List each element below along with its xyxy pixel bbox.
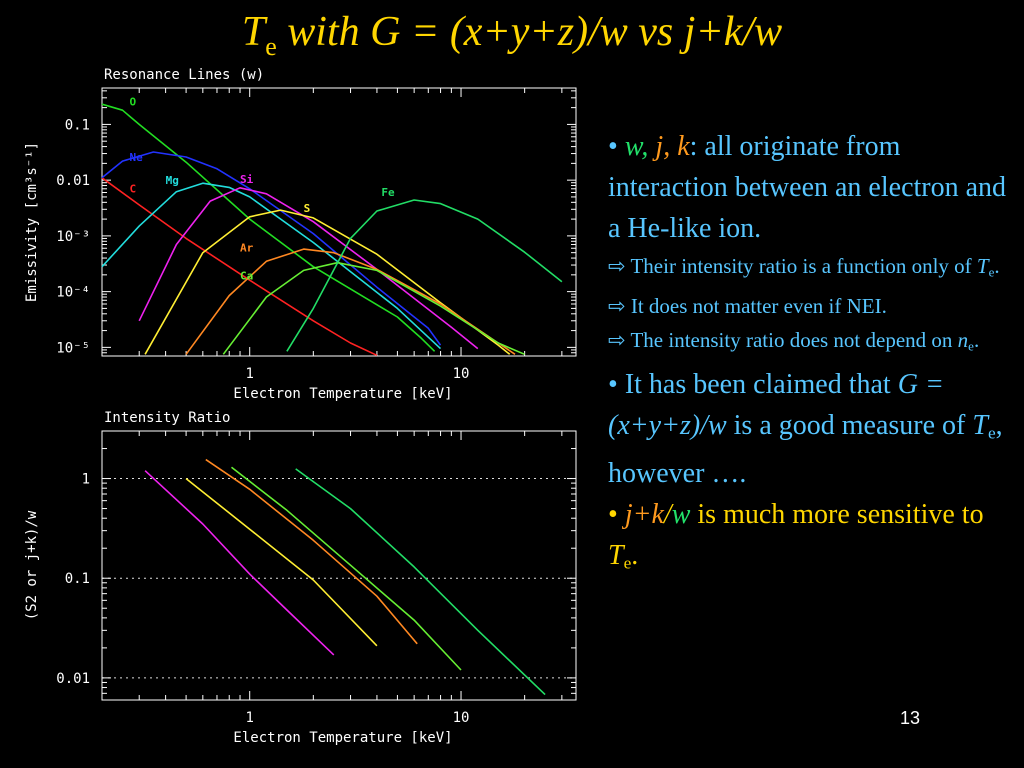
chart-title: Resonance Lines (w): [104, 67, 264, 83]
y-axis-label: (S2 or j+k)/w: [24, 510, 40, 620]
x-axis-label: Electron Temperature [keV]: [233, 730, 452, 746]
y-tick-label: 0.01: [56, 173, 90, 189]
series-line-2: [185, 477, 378, 647]
sub-bullet-1-end: .: [994, 254, 1000, 278]
y-tick-label: 0.1: [65, 571, 90, 587]
bullet-2: • It has been claimed that G = (x+y+z)/w…: [608, 364, 1008, 494]
bullet-3-slash: /: [663, 498, 672, 530]
series-label-ca: Ca: [240, 270, 253, 283]
x-tick-label: 1: [245, 710, 253, 726]
series-label-o: O: [130, 95, 137, 108]
series-line-fe: [286, 199, 563, 352]
bullet-dot: •: [608, 368, 625, 400]
series-line-c: [101, 177, 378, 357]
bullet-1-k: k: [670, 131, 690, 162]
chart-title: Intensity Ratio: [104, 410, 230, 426]
x-tick-label: 1: [245, 366, 253, 382]
series-label-s: S: [304, 202, 311, 215]
series-label-si: Si: [240, 173, 254, 186]
title-T: T: [241, 9, 266, 55]
y-axis-label: Emissivity [cm³s⁻¹]: [24, 142, 40, 302]
bullet-2-formula: = (x+y+z)/w: [608, 368, 944, 441]
title-rest: with G = (x+y+z)/w vs j+k/w: [276, 9, 783, 55]
bullet-2-end: , however ….: [608, 409, 1003, 489]
page-number: 13: [900, 708, 921, 728]
series-label-fe: Fe: [381, 186, 395, 199]
sub-bullet-3-end: .: [973, 328, 980, 353]
series-line-si: [138, 187, 479, 350]
sub-bullet-1: ⇨ Their intensity ratio is a function on…: [608, 249, 1008, 289]
y-tick-label: 0.1: [65, 117, 90, 133]
bullet-3-T: T: [608, 539, 624, 571]
sub-bullet-3-text: The intensity ratio does not depend on: [625, 328, 958, 353]
y-tick-label: 1: [82, 472, 90, 488]
charts-canvas: 1 10 0.1 0.01 10⁻³ 10⁻⁴ 10⁻⁵ Resonance Lines (w…: [24, 67, 577, 746]
series-label-ar: Ar: [240, 241, 254, 254]
y-tick-label: 10⁻⁵: [56, 340, 90, 356]
bullet-2-T: T: [972, 409, 988, 441]
series-line-mg: [101, 182, 442, 350]
series-label-ne: Ne: [130, 151, 144, 164]
bullet-1-j: j,: [648, 131, 671, 162]
series-line-o: [101, 103, 436, 352]
sub-bullet-3-n: n: [957, 328, 969, 353]
sub-bullet-1-T: T: [976, 254, 989, 278]
sub-bullet-1-text: Their intensity ratio is a function only…: [625, 254, 977, 278]
arrow-icon: ⇨: [608, 294, 626, 319]
bullet-3-jk: j+k: [624, 498, 664, 530]
series-line-5: [295, 468, 546, 696]
bullet-3-end: .: [631, 539, 639, 571]
sub-bullet-3: ⇨ The intensity ratio does not depend on…: [608, 323, 1008, 363]
title-subscript: e: [265, 32, 277, 61]
bullet-list: • w, j, k: all originate from interactio…: [608, 126, 1008, 583]
bullet-dot: •: [608, 498, 625, 530]
bullet-1-text: : all originate from interaction between…: [608, 131, 1007, 244]
x-tick-label: 10: [453, 366, 470, 382]
sub-bullet-3-sub: e: [968, 338, 974, 354]
y-tick-label: 10⁻³: [56, 229, 90, 245]
series-line-3: [205, 458, 418, 645]
plot-frame: [101, 87, 577, 357]
sub-bullet-2-text: It does not matter even if NEI.: [625, 294, 887, 319]
plot-frame: [101, 430, 577, 701]
bullet-2-text: It has been claimed that: [624, 368, 898, 400]
bullet-3-sub: e: [623, 553, 632, 573]
arrow-icon: ⇨: [608, 328, 626, 353]
sub-bullet-1-sub: e: [988, 264, 995, 280]
x-axis-label: Electron Temperature [keV]: [233, 386, 452, 402]
series-line-ne: [101, 151, 442, 346]
bullet-2-G: G: [897, 368, 918, 400]
y-tick-label: 0.01: [56, 671, 90, 687]
series-line-ca: [222, 261, 525, 356]
chart-2: 1 10 1 0.1 0.01 Intensity Ratio Electron Tempe…: [24, 410, 577, 746]
series-line-1: [144, 470, 335, 656]
sub-bullet-2: ⇨ It does not matter even if NEI.: [608, 289, 1008, 323]
series-label-c: C: [130, 183, 137, 196]
bullet-3-text: is much more sensitive to: [690, 498, 984, 530]
series-label-mg: Mg: [166, 174, 179, 187]
arrow-icon: ⇨: [608, 254, 626, 278]
bullet-3-w: w: [671, 498, 691, 530]
bullet-1: • w, j, k: all originate from interactio…: [608, 126, 1008, 249]
bullet-1-w: w,: [624, 131, 649, 162]
bullet-2-sub: e: [987, 422, 996, 442]
y-tick-label: 10⁻⁴: [56, 285, 90, 301]
bullet-3: • j+k/w is much more sensitive to Te.: [608, 494, 1008, 583]
x-tick-label: 10: [453, 710, 470, 726]
slide-title: Te with G = (x+y+z)/w vs j+k/w: [0, 8, 1024, 62]
chart-1: 1 10 0.1 0.01 10⁻³ 10⁻⁴ 10⁻⁵ Resonance Lines (w…: [24, 67, 577, 402]
series-line-4: [231, 466, 462, 671]
bullet-dot: •: [608, 131, 625, 162]
bullet-2-mid: is a good measure of: [726, 409, 973, 441]
